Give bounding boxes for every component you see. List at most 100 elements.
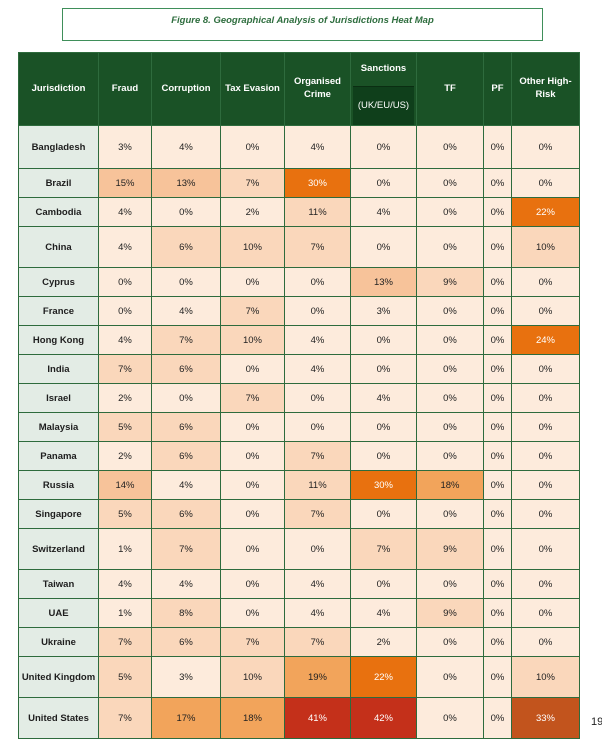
heat-map-table: Jurisdiction Fraud Corruption Tax Evasio… (18, 52, 580, 739)
table-row: India 7% 6% 0% 4% 0% 0% 0% 0% (18, 354, 580, 384)
table-row: Taiwan 4% 4% 0% 4% 0% 0% 0% 0% (18, 569, 580, 599)
heat-cell: 7% (284, 499, 351, 529)
heat-cell: 3% (350, 296, 417, 326)
heat-cell: 0% (220, 528, 285, 570)
heat-cell: 4% (98, 197, 152, 227)
header-organised-crime: Organised Crime (284, 52, 351, 126)
heat-cell: 7% (284, 441, 351, 471)
table-row: Ukraine 7% 6% 7% 7% 2% 0% 0% 0% (18, 627, 580, 657)
heat-map-body: Bangladesh 3% 4% 0% 4% 0% 0% 0% 0% Brazil 15% 13% 7%… (18, 125, 580, 739)
heat-cell: 0% (483, 168, 512, 198)
heat-cell: 0% (483, 528, 512, 570)
heat-cell: 2% (98, 441, 152, 471)
heat-cell: 24% (511, 325, 580, 355)
heat-cell: 0% (416, 125, 484, 169)
header-jurisdiction: Jurisdiction (18, 52, 99, 126)
heat-cell: 0% (284, 267, 351, 297)
jurisdiction-name: UAE (18, 598, 99, 628)
heat-cell: 0% (483, 354, 512, 384)
table-row: United States 7% 17% 18% 41% 42% 0% 0% 33% (18, 697, 580, 739)
heat-cell: 0% (483, 125, 512, 169)
heat-cell: 4% (284, 569, 351, 599)
jurisdiction-name: France (18, 296, 99, 326)
jurisdiction-name: Bangladesh (18, 125, 99, 169)
table-row: UAE 1% 8% 0% 4% 4% 9% 0% 0% (18, 598, 580, 628)
heat-cell: 0% (416, 441, 484, 471)
heat-cell: 0% (350, 499, 417, 529)
heat-cell: 7% (151, 528, 221, 570)
heat-cell: 41% (284, 697, 351, 739)
table-row: Singapore 5% 6% 0% 7% 0% 0% 0% 0% (18, 499, 580, 529)
heat-cell: 10% (220, 226, 285, 268)
heat-cell: 0% (483, 697, 512, 739)
heat-cell: 0% (350, 125, 417, 169)
table-row: Panama 2% 6% 0% 7% 0% 0% 0% 0% (18, 441, 580, 471)
heat-cell: 3% (98, 125, 152, 169)
heat-cell: 19% (284, 656, 351, 698)
heat-cell: 4% (98, 325, 152, 355)
heat-cell: 0% (350, 354, 417, 384)
header-pf: PF (483, 52, 512, 126)
heat-cell: 0% (511, 296, 580, 326)
heat-cell: 0% (483, 267, 512, 297)
heat-cell: 1% (98, 598, 152, 628)
jurisdiction-name: Israel (18, 383, 99, 413)
heat-cell: 0% (511, 383, 580, 413)
heat-cell: 4% (284, 354, 351, 384)
jurisdiction-name: Taiwan (18, 569, 99, 599)
heat-cell: 9% (416, 598, 484, 628)
heat-cell: 6% (151, 441, 221, 471)
heat-cell: 0% (284, 528, 351, 570)
heat-cell: 7% (151, 325, 221, 355)
heat-cell: 0% (483, 569, 512, 599)
heat-cell: 2% (98, 383, 152, 413)
heat-cell: 0% (511, 354, 580, 384)
heat-cell: 4% (151, 470, 221, 500)
heat-cell: 0% (511, 168, 580, 198)
jurisdiction-name: United Kingdom (18, 656, 99, 698)
jurisdiction-name: Cambodia (18, 197, 99, 227)
heat-cell: 0% (416, 697, 484, 739)
heat-cell: 0% (511, 470, 580, 500)
heat-cell: 10% (511, 656, 580, 698)
table-row: Switzerland 1% 7% 0% 0% 7% 9% 0% 0% (18, 528, 580, 570)
heat-cell: 1% (98, 528, 152, 570)
heat-cell: 10% (511, 226, 580, 268)
heat-cell: 7% (98, 627, 152, 657)
heat-cell: 0% (416, 226, 484, 268)
jurisdiction-name: Hong Kong (18, 325, 99, 355)
header-corruption: Corruption (151, 52, 221, 126)
heat-cell: 4% (350, 197, 417, 227)
heat-cell: 0% (416, 296, 484, 326)
header-sanctions: Sanctions (UK/EU/US) (350, 52, 417, 126)
heat-cell: 0% (151, 267, 221, 297)
heat-cell: 4% (350, 383, 417, 413)
table-row: Israel 2% 0% 7% 0% 4% 0% 0% 0% (18, 383, 580, 413)
heat-cell: 4% (284, 125, 351, 169)
heat-cell: 0% (483, 499, 512, 529)
heat-cell: 11% (284, 470, 351, 500)
table-row: China 4% 6% 10% 7% 0% 0% 0% 10% (18, 226, 580, 268)
heat-cell: 4% (98, 569, 152, 599)
heat-cell: 0% (151, 197, 221, 227)
heat-cell: 0% (98, 267, 152, 297)
heat-cell: 0% (511, 125, 580, 169)
heat-cell: 42% (350, 697, 417, 739)
heat-cell: 0% (483, 296, 512, 326)
table-row: Malaysia 5% 6% 0% 0% 0% 0% 0% 0% (18, 412, 580, 442)
table-row: Brazil 15% 13% 7% 30% 0% 0% 0% 0% (18, 168, 580, 198)
heat-cell: 15% (98, 168, 152, 198)
jurisdiction-name: Singapore (18, 499, 99, 529)
heat-cell: 7% (98, 354, 152, 384)
table-row: Russia 14% 4% 0% 11% 30% 18% 0% 0% (18, 470, 580, 500)
header-tf: TF (416, 52, 484, 126)
heat-cell: 6% (151, 226, 221, 268)
heat-cell: 4% (98, 226, 152, 268)
heat-cell: 0% (350, 569, 417, 599)
jurisdiction-name: Malaysia (18, 412, 99, 442)
heat-cell: 5% (98, 412, 152, 442)
heat-cell: 7% (220, 627, 285, 657)
heat-cell: 9% (416, 267, 484, 297)
jurisdiction-name: China (18, 226, 99, 268)
table-row: Cyprus 0% 0% 0% 0% 13% 9% 0% 0% (18, 267, 580, 297)
